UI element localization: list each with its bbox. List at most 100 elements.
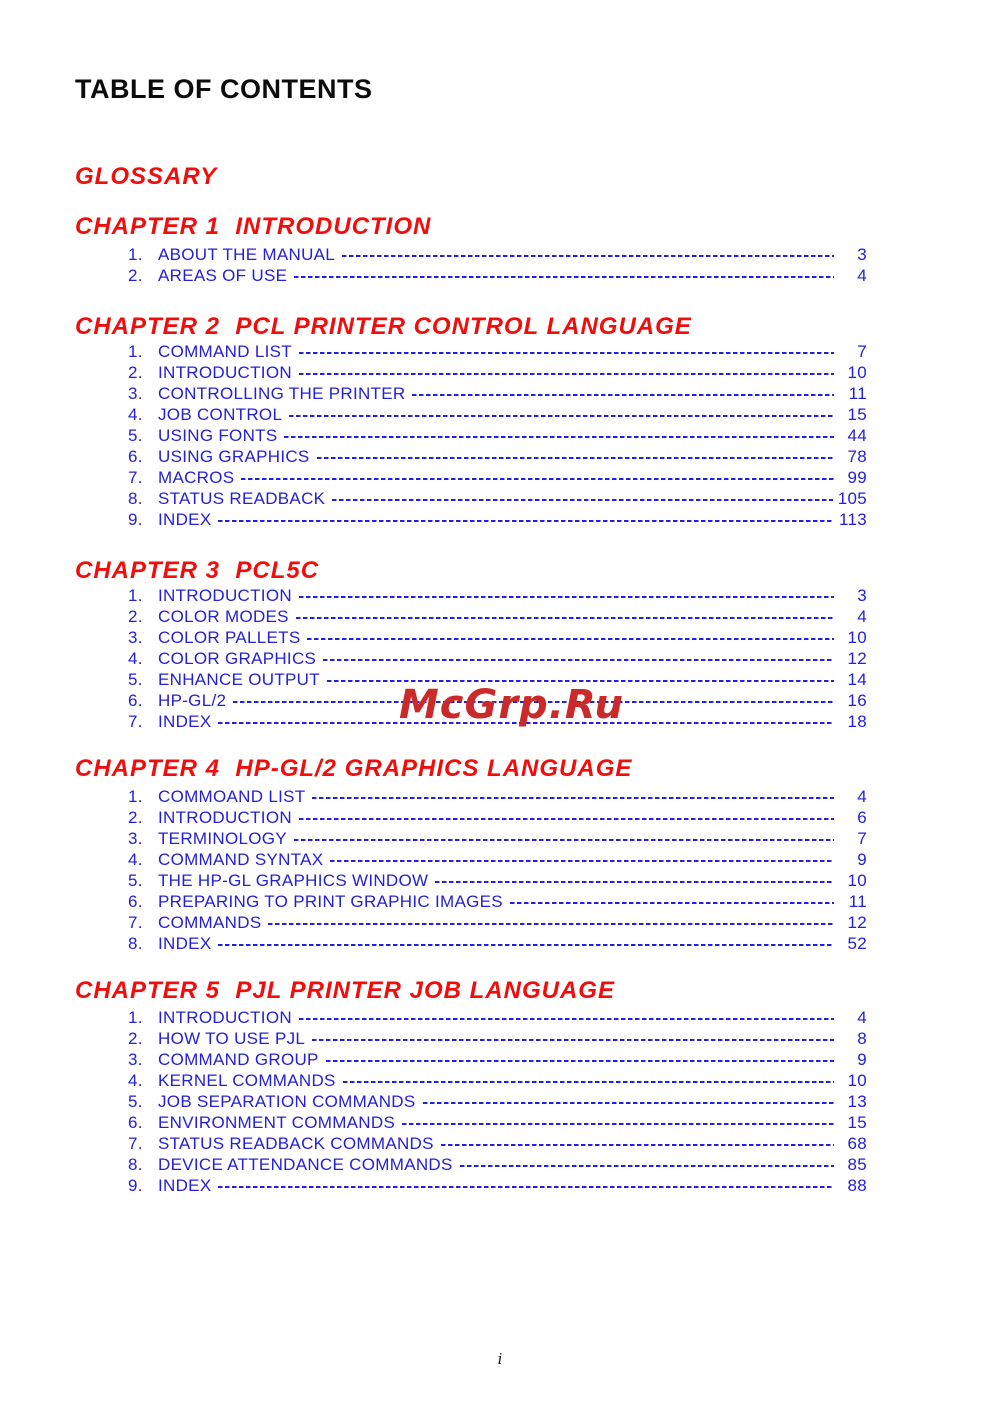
toc-entry-label: ABOUT THE MANUAL — [158, 244, 336, 264]
toc-entry-number: 4. — [128, 404, 143, 424]
toc-entry-number: 5. — [128, 425, 143, 445]
toc-entry-page: 4 — [857, 786, 867, 806]
toc-entry-number: 1. — [128, 1007, 143, 1027]
toc-entry-label: COMMAND SYNTAX — [158, 849, 324, 869]
dotted-leader — [298, 817, 834, 820]
toc-entry-label: MACROS — [158, 467, 235, 487]
toc-entry-page: 44 — [847, 425, 867, 445]
page-number: i — [497, 1350, 503, 1368]
toc-entry-page: 99 — [847, 467, 867, 487]
dotted-leader — [218, 943, 834, 946]
dotted-leader — [293, 838, 834, 841]
dotted-leader — [316, 456, 834, 459]
toc-entry: 4. JOB CONTROL 15 — [128, 404, 867, 425]
toc-entry-label: INDEX — [158, 509, 212, 529]
toc-entry-page: 3 — [857, 244, 867, 264]
toc-entry-page: 78 — [847, 446, 867, 466]
toc-entry-number: 9. — [128, 1175, 143, 1195]
dotted-leader — [218, 519, 834, 522]
toc-entry-number: 8. — [128, 1154, 143, 1174]
dotted-leader — [268, 922, 834, 925]
section-item-list: 1. INTRODUCTION 3 2. COLOR MODES 4 3. COLOR PAL… — [128, 585, 867, 732]
toc-entry: 1. ABOUT THE MANUAL 3 — [128, 244, 867, 265]
section-heading: CHAPTER 5 PJL PRINTER JOB LANGUAGE — [75, 977, 615, 1004]
toc-entry-page: 9 — [857, 849, 867, 869]
toc-entry-label: COMMAND LIST — [158, 341, 292, 361]
toc-entry: 7. COMMANDS 12 — [128, 912, 867, 933]
toc-entry: 4. COMMAND SYNTAX 9 — [128, 849, 867, 870]
toc-entry-page: 3 — [857, 585, 867, 605]
toc-entry-label: COLOR MODES — [158, 606, 289, 626]
toc-entry-page: 8 — [857, 1028, 867, 1048]
toc-entry: 5. ENHANCE OUTPUT 14 — [128, 669, 867, 690]
toc-entry: 9. INDEX 88 — [128, 1175, 867, 1196]
toc-entry-page: 10 — [847, 1070, 867, 1090]
toc-entry-label: JOB CONTROL — [158, 404, 283, 424]
toc-entry-number: 8. — [128, 488, 143, 508]
toc-entry-label: HP-GL/2 — [158, 690, 227, 710]
toc-entry-number: 4. — [128, 1070, 143, 1090]
dotted-leader — [241, 477, 834, 480]
section-item-list: 1. COMMOAND LIST 4 2. INTRODUCTION 6 3. TERMINO… — [128, 786, 867, 954]
toc-entry-number: 5. — [128, 1091, 143, 1111]
section-item-list: 1. INTRODUCTION 4 2. HOW TO USE PJL 8 3. COMMAN… — [128, 1007, 867, 1196]
toc-entry: 2. INTRODUCTION 6 — [128, 807, 867, 828]
toc-entry-number: 1. — [128, 341, 143, 361]
toc-entry-number: 3. — [128, 1049, 143, 1069]
toc-entry-label: STATUS READBACK — [158, 488, 326, 508]
toc-entry-number: 2. — [128, 1028, 143, 1048]
toc-entry-label: DEVICE ATTENDANCE COMMANDS — [158, 1154, 453, 1174]
toc-entry-number: 3. — [128, 828, 143, 848]
section-heading: CHAPTER 2 PCL PRINTER CONTROL LANGUAGE — [75, 313, 692, 340]
toc-entry-page: 12 — [847, 648, 867, 668]
toc-entry-label: TERMINOLOGY — [158, 828, 287, 848]
toc-entry: 5. JOB SEPARATION COMMANDS 13 — [128, 1091, 867, 1112]
toc-entry-label: COMMOAND LIST — [158, 786, 306, 806]
toc-entry: 6. ENVIRONMENT COMMANDS 15 — [128, 1112, 867, 1133]
toc-entry-label: INTRODUCTION — [158, 362, 292, 382]
dotted-leader — [298, 372, 834, 375]
toc-entry-page: 18 — [847, 711, 867, 731]
toc-entry-number: 2. — [128, 362, 143, 382]
dotted-leader — [342, 254, 834, 257]
toc-entry-page: 11 — [848, 383, 867, 403]
toc-entry-label: AREAS OF USE — [158, 265, 288, 285]
toc-entry-number: 7. — [128, 1133, 143, 1153]
toc-entry-label: INDEX — [158, 933, 212, 953]
toc-entry: 7. STATUS READBACK COMMANDS 68 — [128, 1133, 867, 1154]
toc-entry: 8. DEVICE ATTENDANCE COMMANDS 85 — [128, 1154, 867, 1175]
toc-entry-label: ENVIRONMENT COMMANDS — [158, 1112, 396, 1132]
toc-entry: 3. TERMINOLOGY 7 — [128, 828, 867, 849]
toc-entry-label: CONTROLLING THE PRINTER — [158, 383, 406, 403]
dotted-leader — [233, 700, 834, 703]
dotted-leader — [294, 275, 834, 278]
toc-entry-label: COLOR GRAPHICS — [158, 648, 317, 668]
toc-entry-number: 4. — [128, 648, 143, 668]
toc-entry-page: 12 — [847, 912, 867, 932]
toc-entry-label: COMMANDS — [158, 912, 262, 932]
toc-entry: 1. INTRODUCTION 4 — [128, 1007, 867, 1028]
toc-entry: 2. AREAS OF USE 4 — [128, 265, 867, 286]
toc-entry-label: INTRODUCTION — [158, 1007, 292, 1027]
dotted-leader — [284, 435, 834, 438]
toc-entry: 4. COLOR GRAPHICS 12 — [128, 648, 867, 669]
toc-entry-page: 113 — [838, 509, 867, 529]
dotted-leader — [509, 901, 834, 904]
dotted-leader — [440, 1143, 834, 1146]
dotted-leader — [312, 796, 834, 799]
dotted-leader — [435, 880, 834, 883]
toc-entry: 2. INTRODUCTION 10 — [128, 362, 867, 383]
toc: GLOSSARY CHAPTER 1 INTRODUCTION 1. ABOUT TH… — [0, 163, 1000, 1196]
dotted-leader — [323, 658, 834, 661]
toc-entry: 6. HP-GL/2 16 — [128, 690, 867, 711]
dotted-leader — [330, 859, 834, 862]
toc-entry-page: 52 — [847, 933, 867, 953]
toc-entry: 7. MACROS 99 — [128, 467, 867, 488]
toc-entry-number: 7. — [128, 912, 143, 932]
section-heading: GLOSSARY — [75, 163, 218, 190]
toc-entry-label: KERNEL COMMANDS — [158, 1070, 336, 1090]
dotted-leader — [402, 1122, 834, 1125]
section-item-list: 1. ABOUT THE MANUAL 3 2. AREAS OF USE 4 — [128, 244, 867, 286]
toc-entry-page: 88 — [847, 1175, 867, 1195]
toc-entry-number: 6. — [128, 891, 143, 911]
